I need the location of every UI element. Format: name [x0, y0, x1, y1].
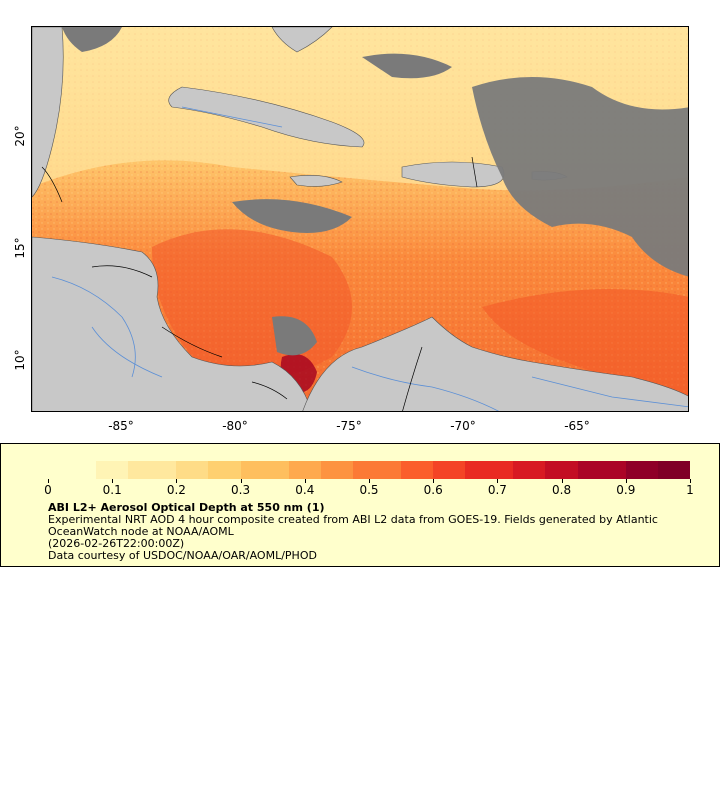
colorbar-tick-label: 0.1: [102, 483, 122, 497]
colorbar-swatch: [545, 461, 562, 479]
colorbar-swatch: [577, 461, 594, 479]
x-tick-85: -85°: [108, 419, 134, 433]
legend-description-2: OceanWatch node at NOAA/AOML: [48, 525, 234, 538]
colorbar-tick: [497, 479, 499, 483]
y-tick-15: 15°: [13, 237, 27, 259]
colorbar-tick-label: 0: [44, 483, 52, 497]
colorbar-tick: [690, 479, 691, 483]
colorbar-tick: [240, 479, 242, 483]
colorbar-tick-label: 0.9: [616, 483, 636, 497]
colorbar-swatch: [208, 461, 225, 479]
colorbar-swatch: [352, 461, 369, 479]
x-tick-70: -70°: [450, 419, 476, 433]
colorbar-swatch: [625, 461, 642, 479]
aod-map[interactable]: [32, 27, 689, 412]
colorbar-tick-label: 0.2: [166, 483, 186, 497]
colorbar-tick-label: 0.3: [231, 483, 251, 497]
colorbar-swatch: [336, 461, 353, 479]
y-tick-20: 20°: [13, 125, 27, 147]
colorbar-swatch: [240, 461, 257, 479]
x-tick-65: -65°: [564, 419, 590, 433]
colorbar-swatch: [513, 461, 530, 479]
colorbar-swatch: [96, 461, 113, 479]
colorbar-swatch: [192, 461, 209, 479]
colorbar-swatch: [401, 461, 418, 479]
colorbar-tick: [112, 479, 114, 483]
colorbar-tick-label: 0.4: [295, 483, 315, 497]
legend-title: ABI L2+ Aerosol Optical Depth at 550 nm …: [48, 501, 325, 514]
colorbar-swatch: [288, 461, 305, 479]
colorbar-swatch: [673, 461, 690, 479]
colorbar-swatch: [112, 461, 129, 479]
yucatan: [32, 27, 64, 198]
y-tick-10: 10°: [13, 349, 27, 371]
x-tick-75: -75°: [336, 419, 362, 433]
colorbar: [48, 461, 690, 479]
colorbar-tick: [369, 479, 370, 483]
legend-credit: Data courtesy of USDOC/NOAA/OAR/AOML/PHO…: [48, 549, 317, 562]
colorbar-tick: [176, 479, 178, 483]
colorbar-swatch: [433, 461, 450, 479]
colorbar-tick-label: 0.7: [487, 483, 507, 497]
colorbar-tick: [304, 479, 306, 483]
legend-description: Experimental NRT AOD 4 hour composite cr…: [48, 513, 658, 526]
colorbar-swatch: [320, 461, 337, 479]
colorbar-swatch: [481, 461, 498, 479]
map-panel[interactable]: [31, 26, 689, 412]
colorbar-swatch: [497, 461, 514, 479]
colorbar-swatch: [224, 461, 241, 479]
land-group: [32, 27, 688, 411]
colorbar-swatch: [304, 461, 321, 479]
cloud-mask: [62, 27, 688, 356]
colorbar-swatch: [593, 461, 610, 479]
colorbar-swatch: [609, 461, 626, 479]
colorbar-swatch: [256, 461, 273, 479]
legend-panel: ABI L2+ Aerosol Optical Depth at 550 nm …: [0, 443, 720, 567]
cuba: [168, 86, 365, 148]
colorbar-swatch: [272, 461, 289, 479]
rivers: [51, 106, 688, 411]
colorbar-swatch: [641, 461, 658, 479]
colorbar-swatch: [561, 461, 578, 479]
colorbar-tick: [433, 479, 435, 483]
borders: [41, 156, 478, 411]
colorbar-tick: [48, 479, 49, 483]
colorbar-tick-label: 0.6: [423, 483, 443, 497]
colorbar-swatch: [128, 461, 145, 479]
colorbar-swatch: [657, 461, 674, 479]
colorbar-tick: [625, 479, 627, 483]
colorbar-swatch: [529, 461, 546, 479]
colorbar-tick-label: 0.5: [359, 483, 379, 497]
legend-timestamp: (2026-02-26T22:00:00Z): [48, 537, 185, 550]
colorbar-swatch: [449, 461, 466, 479]
hispaniola: [401, 161, 505, 188]
colorbar-swatch: [48, 461, 65, 479]
jamaica: [289, 175, 343, 187]
colorbar-swatch: [384, 461, 402, 479]
aod-high-east: [482, 289, 688, 397]
colorbar-swatch: [368, 461, 385, 479]
colorbar-swatch: [64, 461, 81, 479]
colorbar-swatch: [144, 461, 161, 479]
x-tick-80: -80°: [222, 419, 248, 433]
colorbar-tick: [561, 479, 563, 483]
colorbar-tick-label: 0.8: [552, 483, 572, 497]
colorbar-swatch: [160, 461, 177, 479]
colorbar-swatch: [176, 461, 193, 479]
colorbar-swatch: [417, 461, 434, 479]
south-america: [302, 316, 688, 411]
colorbar-swatch: [465, 461, 482, 479]
colorbar-swatch: [80, 461, 97, 479]
colorbar-tick-label: 1: [686, 483, 694, 497]
florida-tip: [271, 27, 333, 53]
